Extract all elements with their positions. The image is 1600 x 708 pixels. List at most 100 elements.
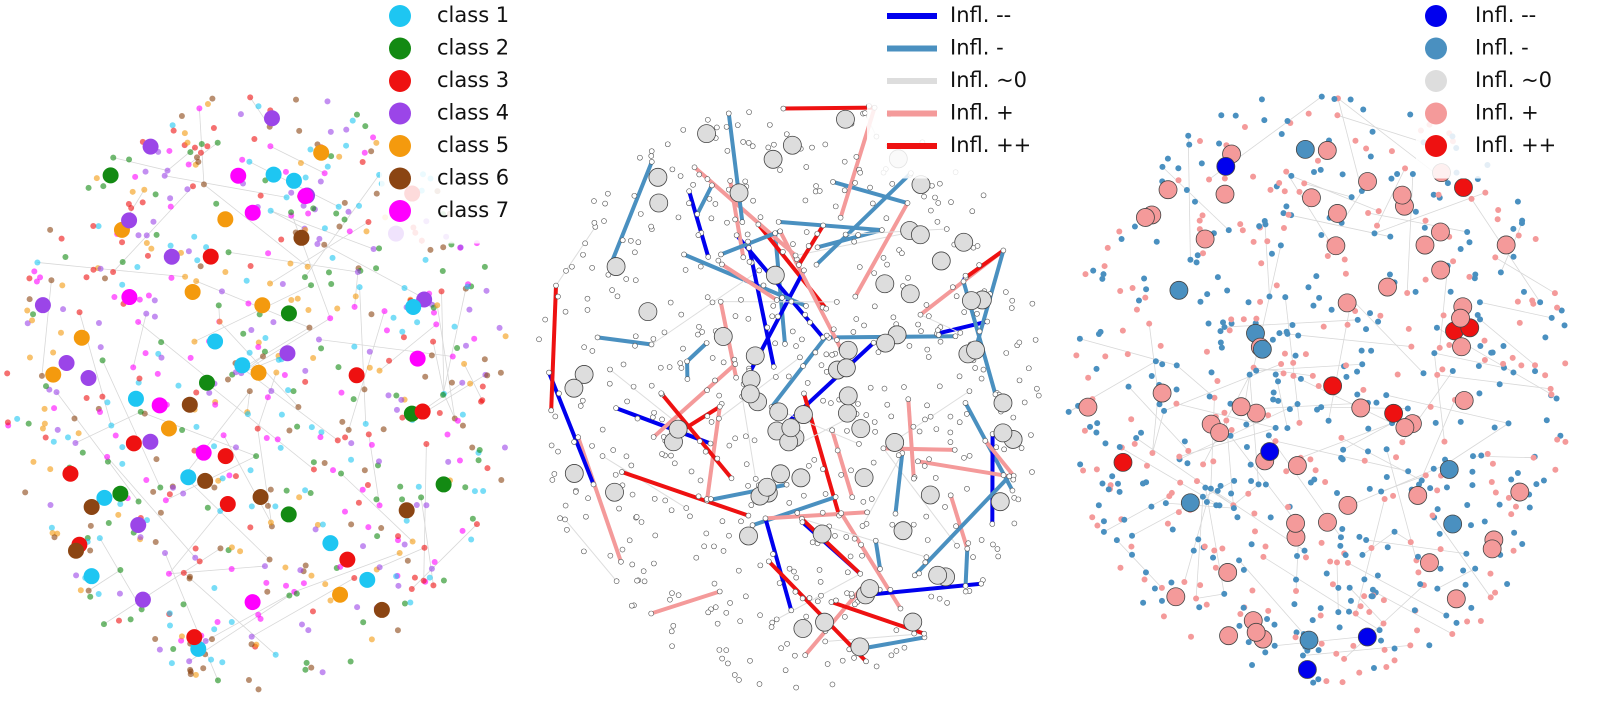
node — [1205, 320, 1212, 327]
hub-node — [405, 299, 422, 316]
node — [264, 588, 271, 595]
node — [844, 590, 850, 596]
node — [317, 434, 324, 441]
node — [204, 504, 211, 511]
node — [678, 365, 685, 371]
node — [709, 355, 716, 361]
node — [166, 610, 173, 617]
node — [628, 602, 635, 609]
node — [335, 364, 342, 371]
node — [423, 441, 430, 448]
node — [829, 427, 835, 433]
node — [356, 202, 363, 209]
node — [468, 536, 475, 543]
node — [481, 263, 488, 270]
node — [300, 580, 307, 587]
node — [1380, 597, 1387, 604]
node — [830, 179, 836, 185]
node — [317, 178, 324, 185]
node — [933, 426, 940, 432]
node — [310, 466, 317, 473]
node — [1336, 624, 1343, 631]
edge — [1279, 332, 1412, 347]
node — [464, 283, 471, 290]
node — [1009, 487, 1016, 494]
node — [1331, 96, 1338, 103]
node — [562, 516, 568, 523]
node — [766, 558, 772, 565]
node — [1158, 597, 1165, 604]
node — [255, 611, 262, 618]
node — [1168, 579, 1175, 586]
node — [117, 500, 124, 507]
node — [1010, 414, 1017, 421]
node — [993, 444, 1000, 451]
node — [1117, 288, 1124, 295]
node — [310, 459, 317, 466]
edge — [183, 475, 270, 560]
node — [1196, 217, 1203, 224]
node — [1077, 461, 1084, 468]
node — [1247, 461, 1254, 468]
edge — [853, 202, 910, 298]
node — [726, 532, 732, 539]
hub-node — [1510, 482, 1530, 502]
node — [1225, 227, 1232, 234]
node — [321, 225, 328, 232]
node — [164, 167, 171, 174]
node — [228, 618, 235, 625]
hub-node — [219, 496, 236, 513]
hub-node — [1286, 513, 1305, 533]
node — [775, 219, 782, 225]
node — [1221, 590, 1228, 597]
node — [1264, 616, 1271, 623]
node — [1104, 244, 1111, 251]
node — [1194, 252, 1201, 259]
node — [1003, 289, 1009, 295]
hub-node — [745, 346, 765, 366]
node — [1325, 417, 1332, 424]
node — [714, 620, 721, 627]
node — [793, 343, 799, 349]
hub-node — [729, 183, 749, 203]
edge — [936, 319, 988, 336]
hub-node — [1216, 156, 1236, 176]
node — [1489, 349, 1496, 356]
node — [1341, 256, 1348, 263]
node — [1198, 160, 1205, 167]
node — [1158, 584, 1165, 591]
node — [822, 491, 829, 497]
node — [1356, 669, 1363, 676]
node — [248, 327, 255, 334]
node — [924, 402, 930, 409]
legend-label: Infl. + — [1475, 101, 1539, 125]
node — [772, 340, 778, 347]
edge — [778, 230, 843, 351]
node — [648, 153, 655, 159]
node — [734, 122, 741, 128]
legend-label: Infl. -- — [950, 3, 1011, 27]
node — [287, 260, 294, 267]
node — [937, 180, 943, 187]
node — [215, 477, 222, 484]
node — [180, 601, 187, 608]
node — [479, 383, 486, 390]
node — [1265, 432, 1272, 439]
node — [343, 142, 350, 149]
node — [72, 439, 79, 446]
node — [1214, 378, 1221, 385]
node — [648, 382, 655, 389]
node — [1340, 446, 1347, 453]
node — [562, 308, 569, 315]
node — [683, 505, 690, 511]
edge — [1433, 353, 1445, 442]
hub-node — [1302, 188, 1321, 208]
node — [193, 278, 200, 285]
node — [720, 359, 727, 366]
node — [375, 458, 382, 465]
node — [762, 515, 769, 522]
node — [1399, 439, 1406, 446]
hub-node — [606, 257, 626, 276]
legend-label: class 3 — [437, 68, 509, 92]
node — [1018, 445, 1025, 451]
